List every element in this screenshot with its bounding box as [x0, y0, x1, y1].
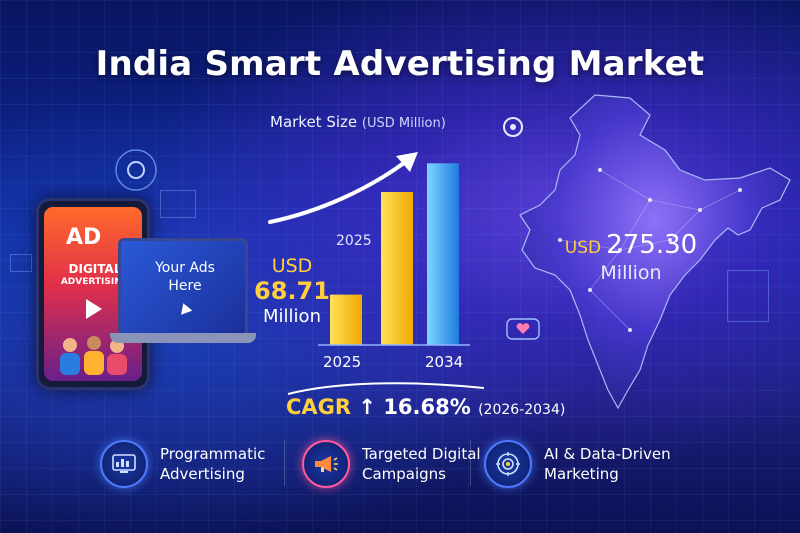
cagr-stat: CAGR ↑ 16.68% (2026-2034)	[286, 395, 565, 419]
divider	[470, 440, 471, 486]
hud-box	[10, 254, 32, 272]
ad-badge: AD	[66, 225, 102, 250]
ai-target-icon	[484, 440, 532, 488]
feature-label-line: Campaigns	[362, 465, 447, 483]
people-icon	[60, 336, 127, 375]
chart-title: Market Size (USD Million)	[270, 113, 446, 131]
megaphone-icon	[302, 440, 350, 488]
feature-label-line: Advertising	[160, 465, 245, 483]
value-amount: 68.71	[254, 277, 330, 305]
chart-unit: (USD Million)	[361, 116, 446, 131]
dashboard-icon	[100, 440, 148, 488]
feature-label: AI & Data-Driven Marketing	[544, 444, 671, 484]
x-tick-label: 2025	[323, 353, 362, 371]
page-title: India Smart Advertising Market	[95, 44, 705, 84]
feature-label-line: Targeted Digital	[362, 445, 481, 463]
value-amount: 275.30	[606, 230, 698, 260]
laptop-screen: Your Ads Here	[118, 238, 248, 336]
swoosh-icon	[287, 382, 485, 395]
feature-programmatic: Programmatic Advertising	[100, 440, 265, 488]
hud-box	[160, 190, 196, 218]
phone-line-1: DIGITAL	[68, 262, 122, 276]
cursor-icon	[177, 301, 193, 315]
growth-arrow-icon	[268, 152, 418, 224]
cagr-label: CAGR	[286, 395, 352, 419]
laptop-base	[110, 333, 256, 343]
currency-label: USD	[564, 238, 602, 258]
value-unit: Million	[263, 306, 321, 327]
cagr-range: (2026-2034)	[478, 402, 566, 418]
cagr-value: 16.68%	[383, 395, 471, 419]
divider	[284, 440, 285, 486]
smartphone-icon: AD DIGITAL ADVERTISING	[36, 198, 150, 390]
feature-label-line: Marketing	[544, 465, 619, 483]
bar-intermediate	[381, 192, 413, 345]
hud-box	[727, 270, 769, 322]
bar-2025	[330, 294, 362, 345]
value-2034-label: USD 275.30 Million	[556, 230, 706, 284]
value-2025-label: USD 68.71 Million	[253, 255, 331, 329]
feature-label: Targeted Digital Campaigns	[362, 444, 481, 484]
up-arrow-icon: ↑	[358, 395, 376, 419]
phone-line-2: ADVERTISING	[60, 277, 130, 287]
currency-label: USD	[271, 255, 313, 277]
india-map-icon	[519, 94, 791, 410]
gear-icon	[115, 149, 157, 191]
feature-label-line: AI & Data-Driven	[544, 445, 671, 463]
feature-targeted: Targeted Digital Campaigns	[302, 440, 481, 488]
feature-label: Programmatic Advertising	[160, 444, 265, 484]
phone-ad-text: DIGITAL ADVERTISING	[52, 263, 138, 289]
chat-heart-icon	[506, 318, 540, 340]
laptop-ad-text: Your Ads Here	[155, 260, 215, 294]
bar-mid-year-label: 2025	[336, 233, 372, 249]
play-icon	[86, 299, 102, 319]
feature-label-line: Programmatic	[160, 445, 266, 463]
x-tick-label: 2034	[425, 353, 464, 371]
value-unit: Million	[600, 262, 662, 284]
laptop-icon: Your Ads Here	[110, 238, 256, 346]
gear-icon	[503, 117, 523, 137]
feature-ai: AI & Data-Driven Marketing	[484, 440, 671, 488]
bar-2034	[427, 163, 459, 345]
phone-screen: AD DIGITAL ADVERTISING	[44, 207, 142, 381]
chart-title-text: Market Size	[270, 113, 358, 131]
